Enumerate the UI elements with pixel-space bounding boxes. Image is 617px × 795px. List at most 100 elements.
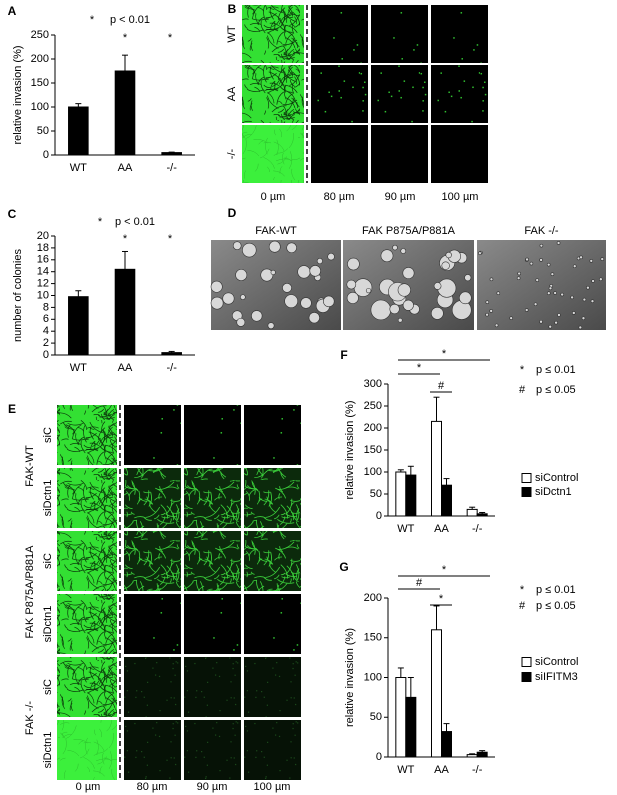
y-tick-label: 200: [364, 592, 382, 604]
cell: [485, 312, 489, 317]
bar: [431, 629, 442, 758]
panel-label: F: [340, 348, 347, 362]
cell: [489, 277, 494, 282]
bar: [114, 268, 136, 356]
cell: [270, 269, 276, 275]
cell: [494, 323, 499, 328]
bar: [161, 152, 182, 156]
y-tick-label: 20: [37, 230, 49, 242]
cell: [581, 316, 586, 321]
cell: [571, 311, 576, 315]
y-tick-label: 10: [37, 289, 49, 301]
cell: [370, 299, 392, 321]
cell: [346, 291, 359, 304]
cell: [550, 272, 555, 277]
cell: [327, 252, 335, 261]
annotation: *: [98, 216, 103, 228]
row-label: siC: [42, 679, 54, 695]
y-axis-label: relative invasion (%): [344, 628, 356, 727]
cell: [572, 264, 577, 269]
micrograph: [242, 125, 304, 183]
cell: [478, 251, 482, 256]
micrograph: [184, 531, 241, 591]
y-tick-label: 200: [364, 422, 382, 434]
cell: [553, 291, 557, 295]
cell: [392, 244, 398, 251]
micrograph: [431, 65, 488, 123]
cell: [347, 257, 360, 271]
row-label: siC: [42, 553, 54, 569]
row-label: siDctn1: [42, 480, 54, 517]
error-bar: [433, 605, 440, 630]
bar: [441, 731, 452, 758]
cell: [300, 297, 312, 309]
cell: [586, 285, 590, 290]
key-text: p ≤ 0.01: [536, 364, 576, 376]
annotation: *: [168, 233, 173, 245]
panel-label: B: [228, 2, 237, 16]
cell: [548, 286, 553, 291]
cell: [525, 257, 529, 262]
error-bar: [397, 667, 404, 678]
micrograph: [184, 468, 241, 528]
cell: [210, 296, 224, 310]
cell: [554, 320, 558, 325]
annotation: p < 0.01: [110, 14, 150, 26]
key-text: p ≤ 0.05: [536, 600, 576, 612]
legend-swatch: [521, 473, 532, 483]
micrograph: [57, 720, 117, 780]
y-tick-label: 6: [43, 313, 49, 325]
cell: [533, 302, 538, 307]
cell: [308, 312, 320, 324]
micrograph: [57, 405, 117, 465]
y-tick-label: 150: [364, 632, 382, 644]
cell: [509, 316, 513, 320]
y-tick-label: 12: [37, 278, 49, 290]
bar: [68, 106, 89, 156]
bar: [395, 677, 407, 758]
column-label: 100 µm: [254, 781, 291, 793]
annotation: p < 0.01: [115, 216, 155, 228]
micrograph: [57, 594, 117, 654]
x-tick-label: AA: [434, 764, 449, 776]
bar: [114, 70, 136, 156]
column-label: 100 µm: [442, 191, 479, 203]
cell: [560, 292, 564, 297]
bar: [405, 474, 417, 517]
column-label: 90 µm: [385, 191, 416, 203]
row-label: siC: [42, 427, 54, 443]
y-tick-label: 50: [370, 711, 382, 723]
cell: [365, 287, 372, 294]
cell: [297, 265, 311, 279]
y-tick-label: 300: [364, 378, 382, 390]
micrograph: [184, 720, 241, 780]
x-tick-label: -/-: [472, 764, 483, 776]
cell: [236, 317, 246, 327]
cell: [539, 319, 543, 324]
bar: [466, 754, 478, 758]
row-label: -/-: [226, 148, 238, 159]
cell: [397, 283, 411, 297]
annotation: *: [442, 348, 447, 360]
micrograph: [124, 405, 181, 465]
y-tick-label: 100: [364, 466, 382, 478]
panel-label: E: [8, 402, 16, 416]
micrograph: [244, 594, 301, 654]
panel-label: A: [8, 4, 17, 18]
cell: [578, 325, 583, 330]
error-bar: [469, 753, 476, 755]
micrograph: [244, 657, 301, 717]
micrograph: [431, 125, 488, 183]
annotation: *: [168, 32, 173, 44]
micrograph: [124, 594, 181, 654]
row-label: siDctn1: [42, 732, 54, 769]
cell: [240, 294, 246, 300]
micrograph: [477, 240, 606, 330]
column-label: 80 µm: [324, 191, 355, 203]
cell: [268, 240, 281, 253]
key-text: p ≤ 0.05: [536, 384, 576, 396]
cell: [535, 278, 540, 282]
x-tick-label: -/-: [166, 162, 177, 174]
cell: [591, 279, 595, 283]
annotation: *: [442, 564, 447, 576]
